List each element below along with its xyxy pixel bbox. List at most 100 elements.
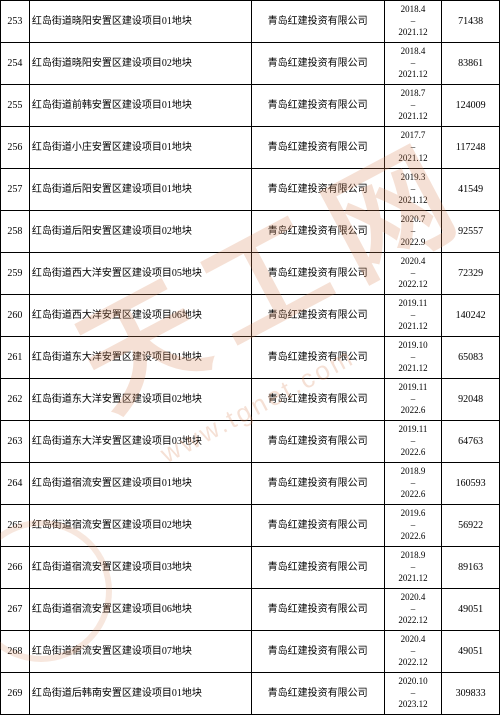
row-number: 269 — [1, 673, 30, 715]
project-name: 红岛街道晓阳安置区建设项目02地块 — [29, 43, 251, 85]
project-name: 红岛街道后韩南安置区建设项目01地块 — [29, 673, 251, 715]
row-number: 267 — [1, 589, 30, 631]
table-row: 257红岛街道后阳安置区建设项目01地块青岛红建投资有限公司2019.3–202… — [1, 169, 500, 211]
value: 160593 — [442, 463, 500, 505]
row-number: 264 — [1, 463, 30, 505]
table-row: 255红岛街道前韩安置区建设项目01地块青岛红建投资有限公司2018.7–202… — [1, 85, 500, 127]
date-range: 2020.4–2022.12 — [384, 631, 442, 673]
table-row: 260红岛街道西大洋安置区建设项目06地块青岛红建投资有限公司2019.11–2… — [1, 295, 500, 337]
project-name: 红岛街道后阳安置区建设项目01地块 — [29, 169, 251, 211]
project-name: 红岛街道东大洋安置区建设项目03地块 — [29, 421, 251, 463]
project-name: 红岛街道后阳安置区建设项目02地块 — [29, 211, 251, 253]
company-name: 青岛红建投资有限公司 — [251, 673, 384, 715]
date-range: 2019.11–2021.12 — [384, 295, 442, 337]
value: 83861 — [442, 43, 500, 85]
company-name: 青岛红建投资有限公司 — [251, 379, 384, 421]
project-name: 红岛街道西大洋安置区建设项目06地块 — [29, 295, 251, 337]
company-name: 青岛红建投资有限公司 — [251, 295, 384, 337]
project-name: 红岛街道东大洋安置区建设项目01地块 — [29, 337, 251, 379]
date-range: 2018.9–2022.6 — [384, 463, 442, 505]
table-row: 261红岛街道东大洋安置区建设项目01地块青岛红建投资有限公司2019.10–2… — [1, 337, 500, 379]
date-range: 2019.6–2022.6 — [384, 505, 442, 547]
table-row: 269红岛街道后韩南安置区建设项目01地块青岛红建投资有限公司2020.10–2… — [1, 673, 500, 715]
value: 65083 — [442, 337, 500, 379]
company-name: 青岛红建投资有限公司 — [251, 421, 384, 463]
company-name: 青岛红建投资有限公司 — [251, 1, 384, 43]
company-name: 青岛红建投资有限公司 — [251, 211, 384, 253]
project-name: 红岛街道西大洋安置区建设项目05地块 — [29, 253, 251, 295]
date-range: 2018.9–2021.12 — [384, 547, 442, 589]
table-row: 262红岛街道东大洋安置区建设项目02地块青岛红建投资有限公司2019.11–2… — [1, 379, 500, 421]
table-row: 256红岛街道小庄安置区建设项目01地块青岛红建投资有限公司2017.7–202… — [1, 127, 500, 169]
date-range: 2020.4–2022.12 — [384, 589, 442, 631]
table-body: 253红岛街道晓阳安置区建设项目01地块青岛红建投资有限公司2018.4–202… — [1, 1, 500, 715]
row-number: 261 — [1, 337, 30, 379]
table-row: 254红岛街道晓阳安置区建设项目02地块青岛红建投资有限公司2018.4–202… — [1, 43, 500, 85]
company-name: 青岛红建投资有限公司 — [251, 505, 384, 547]
value: 92048 — [442, 379, 500, 421]
row-number: 262 — [1, 379, 30, 421]
value: 92557 — [442, 211, 500, 253]
value: 72329 — [442, 253, 500, 295]
table-row: 268红岛街道宿流安置区建设项目07地块青岛红建投资有限公司2020.4–202… — [1, 631, 500, 673]
company-name: 青岛红建投资有限公司 — [251, 631, 384, 673]
value: 56922 — [442, 505, 500, 547]
table-row: 258红岛街道后阳安置区建设项目02地块青岛红建投资有限公司2020.7–202… — [1, 211, 500, 253]
value: 49051 — [442, 631, 500, 673]
date-range: 2017.7–2021.12 — [384, 127, 442, 169]
date-range: 2020.10–2023.12 — [384, 673, 442, 715]
company-name: 青岛红建投资有限公司 — [251, 127, 384, 169]
project-name: 红岛街道前韩安置区建设项目01地块 — [29, 85, 251, 127]
table-row: 259红岛街道西大洋安置区建设项目05地块青岛红建投资有限公司2020.4–20… — [1, 253, 500, 295]
row-number: 260 — [1, 295, 30, 337]
company-name: 青岛红建投资有限公司 — [251, 85, 384, 127]
row-number: 265 — [1, 505, 30, 547]
date-range: 2020.4–2022.12 — [384, 253, 442, 295]
company-name: 青岛红建投资有限公司 — [251, 547, 384, 589]
value: 309833 — [442, 673, 500, 715]
date-range: 2019.10–2021.12 — [384, 337, 442, 379]
table-row: 266红岛街道宿流安置区建设项目03地块青岛红建投资有限公司2018.9–202… — [1, 547, 500, 589]
row-number: 255 — [1, 85, 30, 127]
date-range: 2018.4–2021.12 — [384, 43, 442, 85]
table-row: 263红岛街道东大洋安置区建设项目03地块青岛红建投资有限公司2019.11–2… — [1, 421, 500, 463]
value: 49051 — [442, 589, 500, 631]
company-name: 青岛红建投资有限公司 — [251, 589, 384, 631]
row-number: 268 — [1, 631, 30, 673]
value: 64763 — [442, 421, 500, 463]
value: 71438 — [442, 1, 500, 43]
company-name: 青岛红建投资有限公司 — [251, 253, 384, 295]
row-number: 258 — [1, 211, 30, 253]
company-name: 青岛红建投资有限公司 — [251, 463, 384, 505]
date-range: 2019.11–2022.6 — [384, 379, 442, 421]
value: 89163 — [442, 547, 500, 589]
page-container: { "table": { "columns_widths_px": [26, 2… — [0, 0, 500, 715]
table-row: 267红岛街道宿流安置区建设项目06地块青岛红建投资有限公司2020.4–202… — [1, 589, 500, 631]
date-range: 2019.11–2022.6 — [384, 421, 442, 463]
row-number: 254 — [1, 43, 30, 85]
project-name: 红岛街道小庄安置区建设项目01地块 — [29, 127, 251, 169]
project-name: 红岛街道宿流安置区建设项目07地块 — [29, 631, 251, 673]
project-name: 红岛街道晓阳安置区建设项目01地块 — [29, 1, 251, 43]
table-row: 253红岛街道晓阳安置区建设项目01地块青岛红建投资有限公司2018.4–202… — [1, 1, 500, 43]
project-name: 红岛街道东大洋安置区建设项目02地块 — [29, 379, 251, 421]
project-name: 红岛街道宿流安置区建设项目03地块 — [29, 547, 251, 589]
projects-table: 253红岛街道晓阳安置区建设项目01地块青岛红建投资有限公司2018.4–202… — [0, 0, 500, 715]
project-name: 红岛街道宿流安置区建设项目02地块 — [29, 505, 251, 547]
value: 124009 — [442, 85, 500, 127]
date-range: 2018.4–2021.12 — [384, 1, 442, 43]
date-range: 2019.3–2021.12 — [384, 169, 442, 211]
table-row: 264红岛街道宿流安置区建设项目01地块青岛红建投资有限公司2018.9–202… — [1, 463, 500, 505]
row-number: 256 — [1, 127, 30, 169]
company-name: 青岛红建投资有限公司 — [251, 337, 384, 379]
row-number: 253 — [1, 1, 30, 43]
company-name: 青岛红建投资有限公司 — [251, 169, 384, 211]
project-name: 红岛街道宿流安置区建设项目01地块 — [29, 463, 251, 505]
company-name: 青岛红建投资有限公司 — [251, 43, 384, 85]
date-range: 2020.7–2022.9 — [384, 211, 442, 253]
row-number: 263 — [1, 421, 30, 463]
project-name: 红岛街道宿流安置区建设项目06地块 — [29, 589, 251, 631]
date-range: 2018.7–2021.12 — [384, 85, 442, 127]
value: 117248 — [442, 127, 500, 169]
row-number: 266 — [1, 547, 30, 589]
